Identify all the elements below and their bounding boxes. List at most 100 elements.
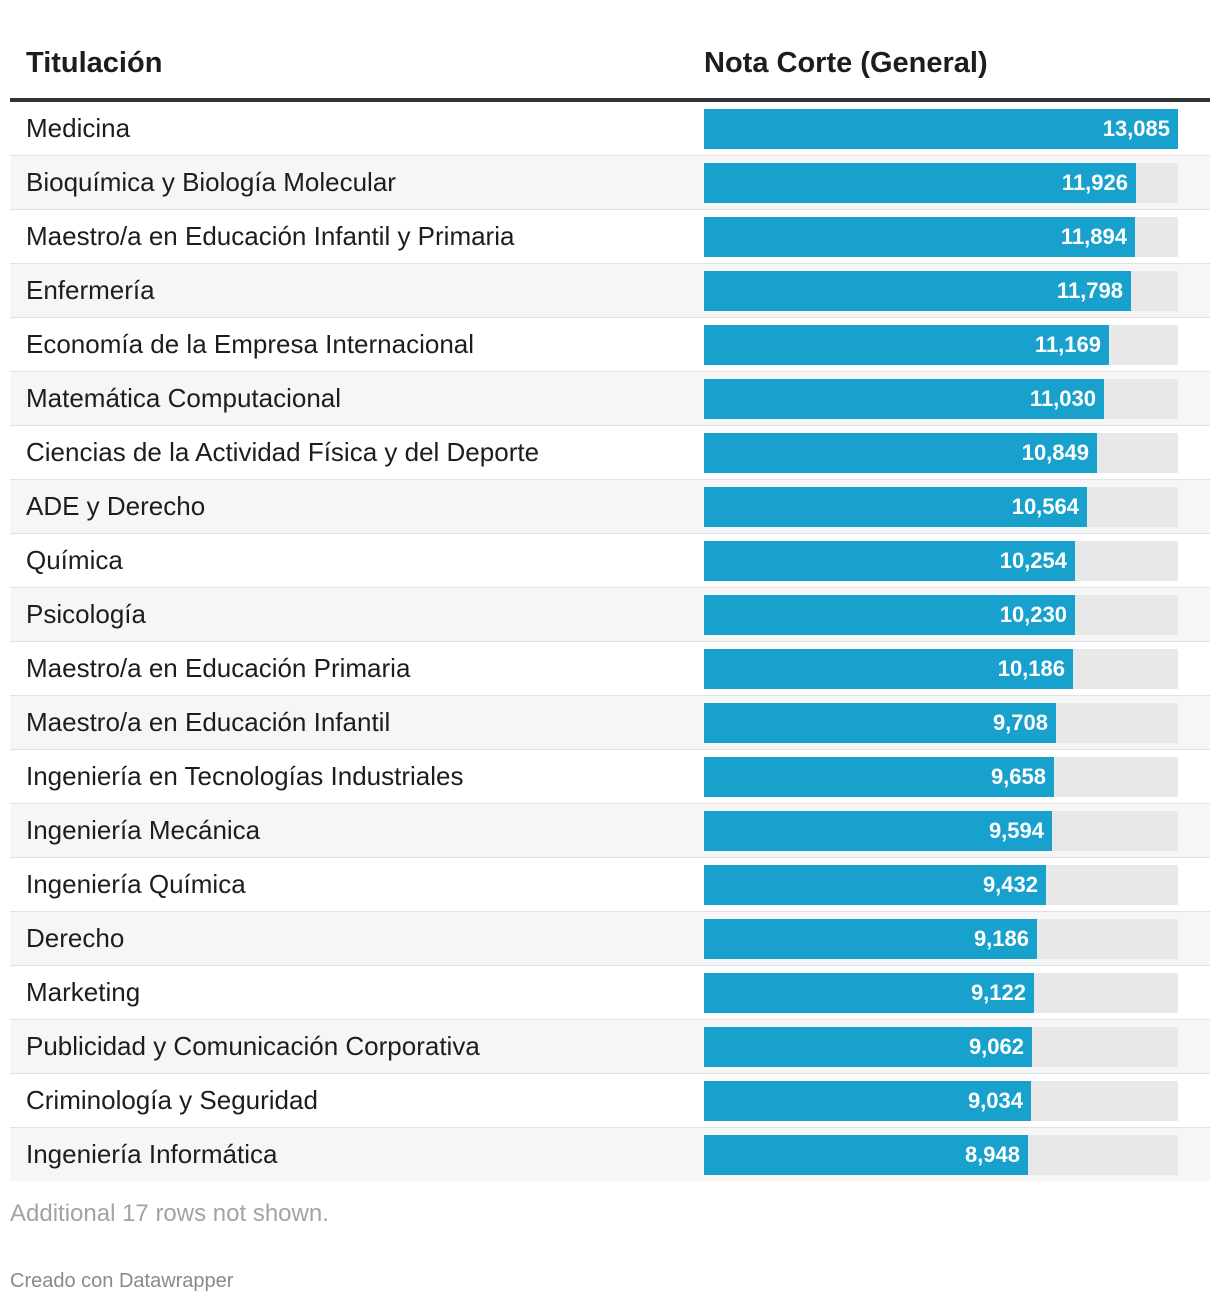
nota-corte-value: 9,062 [968,1034,1024,1059]
table-row: Criminología y Seguridad 9,034 [10,1074,1210,1128]
nota-corte-value: 9,594 [988,818,1044,843]
nota-corte-value: 10,254 [999,548,1067,573]
nota-corte-bar: 9,186 [704,919,1037,959]
titulacion-cell: Ingeniería Informática [26,1139,278,1169]
bar-track: 9,432 [704,865,1178,905]
nota-corte-bar: 11,030 [704,379,1104,419]
nota-corte-value: 11,926 [1061,170,1128,195]
bar-track: 10,564 [704,487,1178,527]
nota-corte-bar: 9,708 [704,703,1056,743]
table-row: Bioquímica y Biología Molecular 11,926 [10,156,1210,210]
nota-corte-bar: 11,798 [704,271,1131,311]
table-row: Maestro/a en Educación Primaria 10,186 [10,642,1210,696]
rows-not-shown-note: Additional 17 rows not shown. [10,1200,329,1227]
nota-corte-value: 11,030 [1029,386,1096,411]
nota-corte-bar: 9,034 [704,1081,1031,1121]
nota-corte-value: 10,230 [999,602,1067,627]
datawrapper-credit: Creado con Datawrapper [10,1270,234,1292]
table-row: Ingeniería Química 9,432 [10,858,1210,912]
nota-corte-bar: 13,085 [704,109,1178,149]
titulacion-cell: Economía de la Empresa Internacional [26,329,475,359]
nota-corte-value: 11,798 [1056,278,1123,303]
nota-corte-value: 11,894 [1060,224,1127,249]
bar-track: 10,849 [704,433,1178,473]
table-row: Maestro/a en Educación Infantil 9,708 [10,696,1210,750]
nota-corte-bar: 9,594 [704,811,1052,851]
bar-track: 10,186 [704,649,1178,689]
titulacion-cell: Bioquímica y Biología Molecular [26,167,396,197]
nota-corte-bar: 11,894 [704,217,1135,257]
titulacion-cell: Criminología y Seguridad [26,1085,318,1115]
nota-corte-value: 9,708 [992,710,1048,735]
nota-corte-bar: 11,169 [704,325,1109,365]
table-row: Marketing 9,122 [10,966,1210,1020]
nota-corte-bar: 10,849 [704,433,1097,473]
titulacion-cell: Ingeniería Química [26,869,246,899]
nota-corte-value: 8,948 [964,1142,1020,1167]
titulacion-cell: Medicina [26,113,131,143]
nota-corte-bar: 10,254 [704,541,1075,581]
table-body: Medicina 13,085 Bioquímica y Biología Mole… [10,102,1210,1181]
titulacion-cell: Química [26,545,123,575]
titulacion-cell: Derecho [26,923,125,953]
titulacion-cell: Ciencias de la Actividad Física y del De… [26,437,540,467]
nota-corte-bar: 10,564 [704,487,1087,527]
bar-track: 13,085 [704,109,1178,149]
table-row: Química 10,254 [10,534,1210,588]
table-row: Maestro/a en Educación Infantil y Primar… [10,210,1210,264]
table-row: Ciencias de la Actividad Física y del De… [10,426,1210,480]
bar-track: 11,169 [704,325,1178,365]
column-header-titulacion[interactable]: Titulación [26,47,163,79]
nota-corte-value: 10,186 [997,656,1065,681]
data-table: Titulación Nota Corte (General) Medicina… [10,0,1210,1181]
titulacion-cell: Psicología [26,599,146,629]
bar-track: 10,254 [704,541,1178,581]
nota-corte-value: 9,432 [982,872,1038,897]
table-row: Economía de la Empresa Internacional 11,1… [10,318,1210,372]
bar-track: 9,062 [704,1027,1178,1067]
table-row: Ingeniería Mecánica 9,594 [10,804,1210,858]
table-row: Matemática Computacional 11,030 [10,372,1210,426]
titulacion-cell: Ingeniería Mecánica [26,815,261,845]
titulacion-cell: Ingeniería en Tecnologías Industriales [26,761,464,791]
bar-track: 9,594 [704,811,1178,851]
bar-track: 11,894 [704,217,1178,257]
nota-corte-bar: 9,062 [704,1027,1032,1067]
table-row: Ingeniería Informática 8,948 [10,1128,1210,1181]
titulacion-cell: Publicidad y Comunicación Corporativa [26,1031,480,1061]
nota-corte-value: 10,849 [1021,440,1089,465]
table-row: Medicina 13,085 [10,102,1210,156]
titulacion-cell: Maestro/a en Educación Infantil y Primar… [26,221,515,251]
column-header-nota-corte[interactable]: Nota Corte (General) [704,47,988,79]
bar-track: 10,230 [704,595,1178,635]
nota-corte-value: 9,186 [973,926,1029,951]
bar-track: 9,034 [704,1081,1178,1121]
nota-corte-value: 9,034 [967,1088,1023,1113]
bar-track: 9,186 [704,919,1178,959]
titulacion-cell: Matemática Computacional [26,383,342,413]
bar-track: 8,948 [704,1135,1178,1175]
bar-track: 11,798 [704,271,1178,311]
table-row: Enfermería 11,798 [10,264,1210,318]
bar-track: 9,122 [704,973,1178,1013]
nota-corte-bar: 8,948 [704,1135,1028,1175]
table-row: Psicología 10,230 [10,588,1210,642]
table-row: Derecho 9,186 [10,912,1210,966]
nota-corte-bar: 9,122 [704,973,1034,1013]
nota-corte-value: 11,169 [1034,332,1101,357]
nota-corte-bar: 10,230 [704,595,1075,635]
titulacion-cell: Enfermería [26,275,155,305]
nota-corte-value: 10,564 [1011,494,1079,519]
nota-corte-bar: 9,658 [704,757,1054,797]
titulacion-cell: Maestro/a en Educación Infantil [26,707,391,737]
bar-track: 11,926 [704,163,1178,203]
nota-corte-value: 9,122 [970,980,1026,1005]
nota-corte-value: 13,085 [1102,116,1170,141]
table-row: Publicidad y Comunicación Corporativa 9,0… [10,1020,1210,1074]
bar-track: 9,658 [704,757,1178,797]
nota-corte-bar: 9,432 [704,865,1046,905]
nota-corte-bar: 10,186 [704,649,1073,689]
bar-track: 11,030 [704,379,1178,419]
titulacion-cell: ADE y Derecho [26,491,206,521]
table-header: Titulación Nota Corte (General) [10,0,1210,102]
